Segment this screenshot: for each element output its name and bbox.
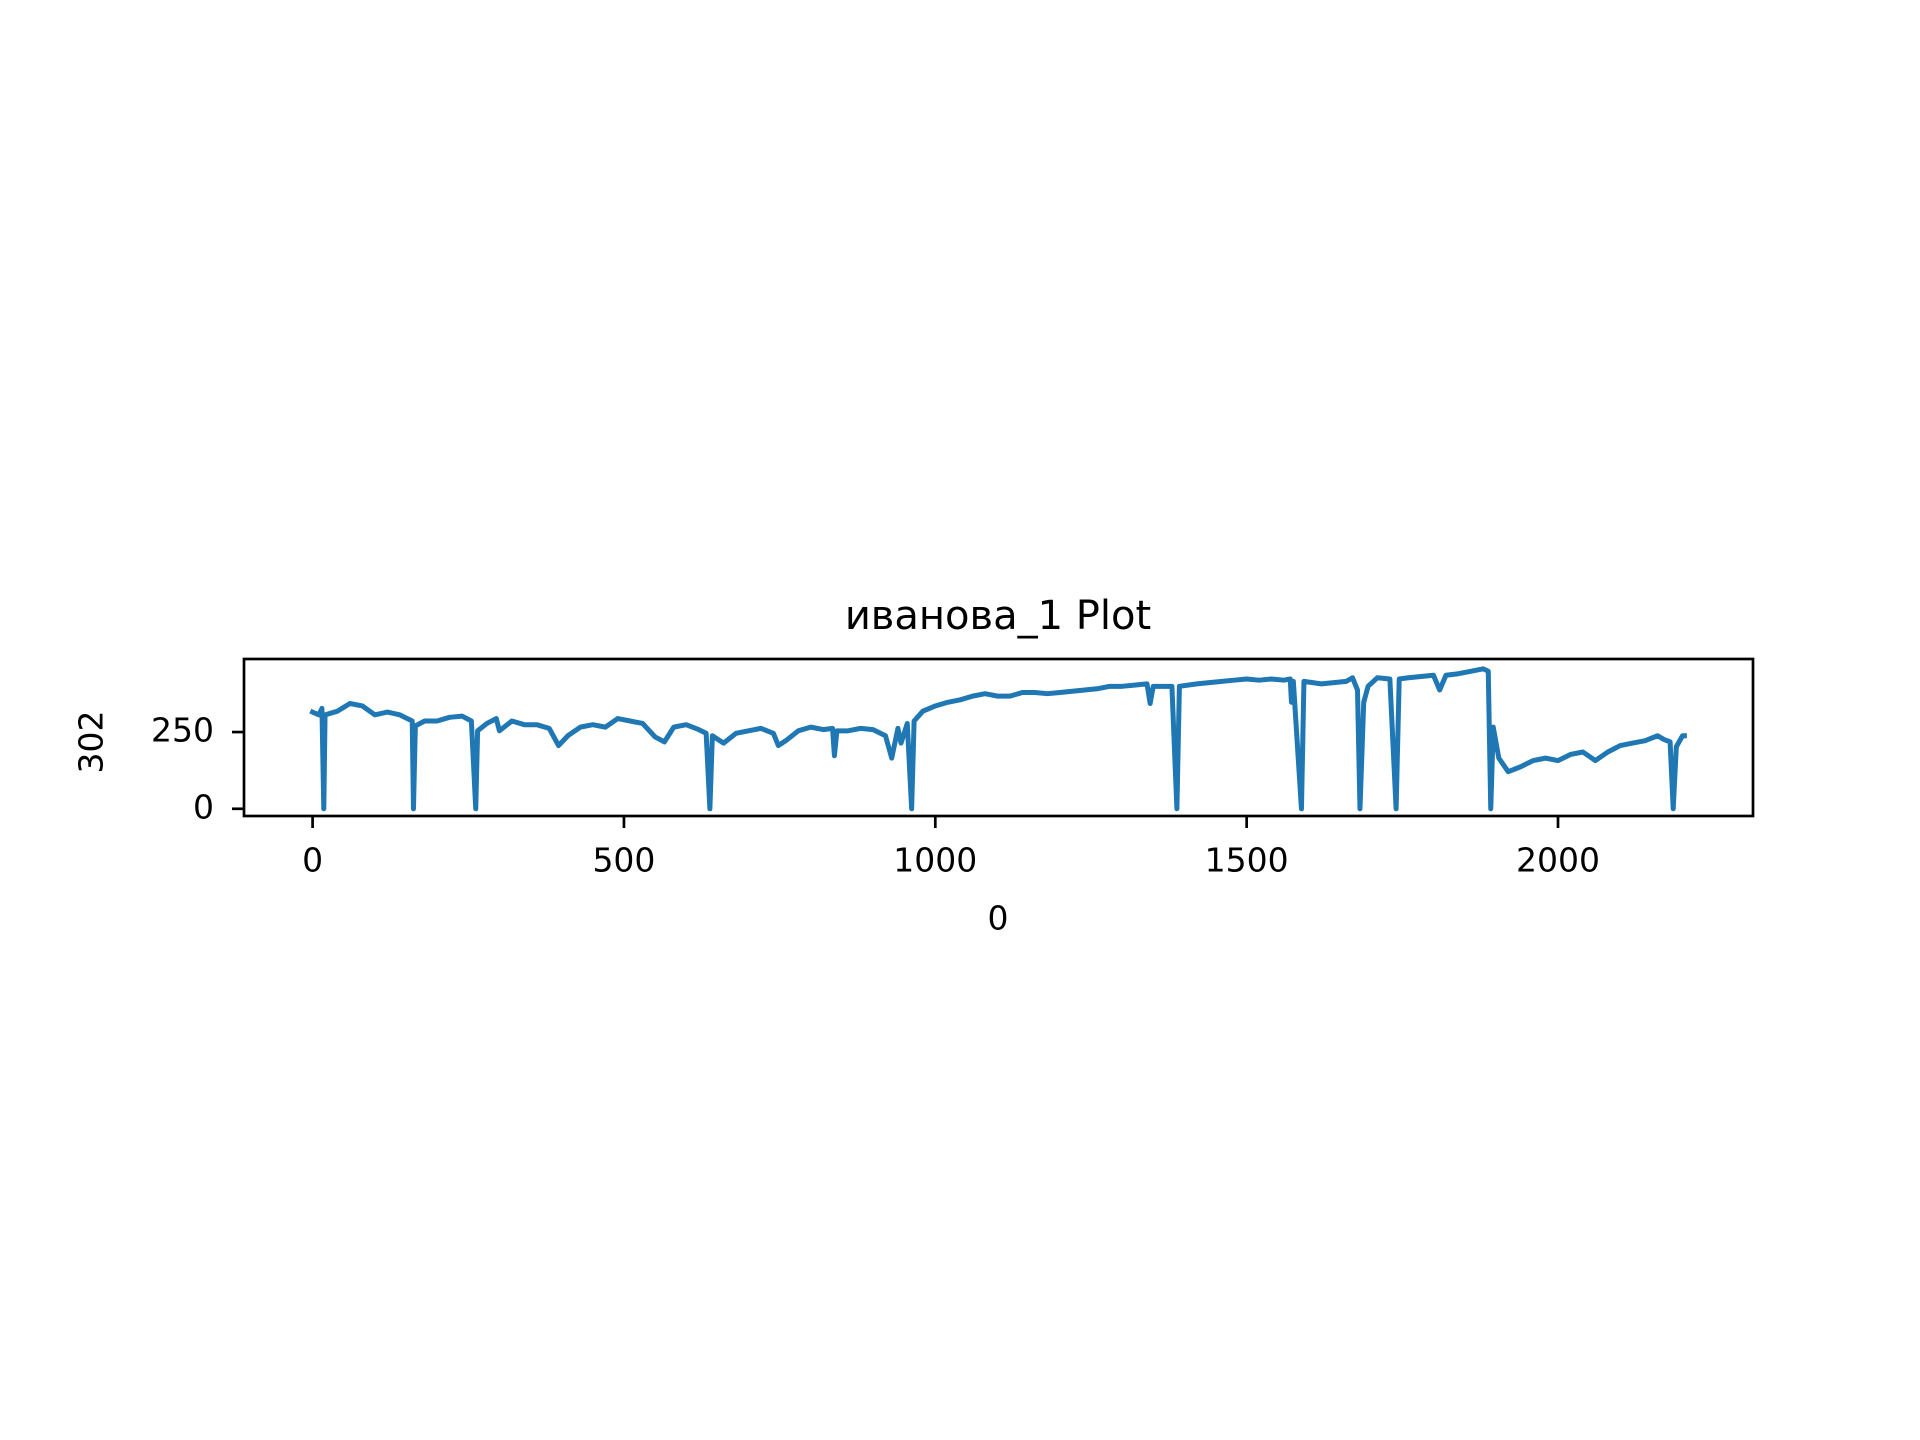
y-tick-label: 0 (193, 787, 214, 826)
x-tick-label: 2000 (1516, 841, 1600, 880)
x-axis-label: 0 (988, 899, 1009, 938)
x-tick-label: 0 (302, 841, 323, 880)
x-tick-label: 1000 (893, 841, 977, 880)
x-tick-label: 1500 (1205, 841, 1289, 880)
data-line (309, 666, 1687, 812)
chart-title: иванова_1 Plot (845, 593, 1151, 639)
plot-frame (242, 657, 1755, 818)
x-tick-label: 500 (592, 841, 655, 880)
y-axis-label: 302 (72, 711, 111, 774)
y-tick-label: 250 (151, 711, 214, 750)
